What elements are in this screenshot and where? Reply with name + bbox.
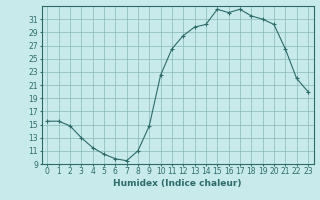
X-axis label: Humidex (Indice chaleur): Humidex (Indice chaleur) (113, 179, 242, 188)
